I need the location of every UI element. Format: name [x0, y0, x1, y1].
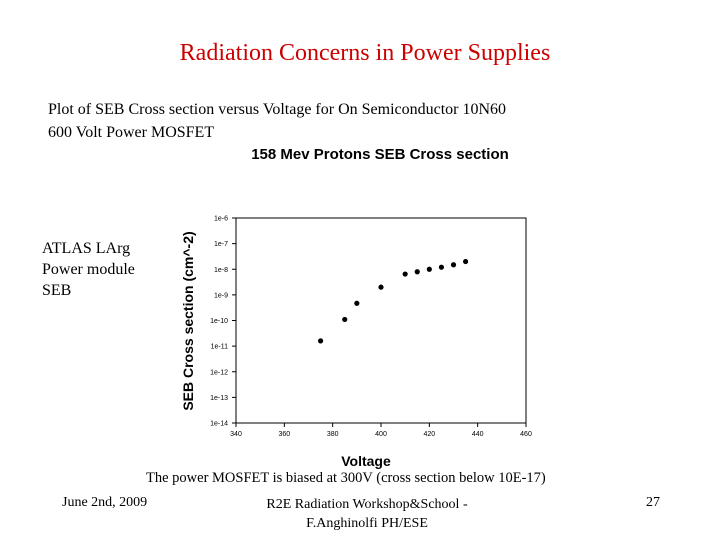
y-tick-label: 1e-9 — [214, 292, 228, 299]
y-axis: 1e-6 1e-7 1e-8 1e-9 1e-10 1e-11 1e-12 1e-13 1e-1… — [210, 216, 236, 428]
x-axis: 340 360 380 400 420 440 460 — [230, 423, 532, 438]
plot-frame — [235, 217, 527, 424]
intro-line-1: Plot of SEB Cross section versus Voltage… — [48, 101, 507, 118]
side-note-line-3: SEB — [42, 282, 72, 299]
data-point — [342, 316, 348, 323]
data-point — [402, 271, 408, 277]
y-tick-label: 1e-13 — [210, 395, 228, 402]
x-tick-label: 340 — [230, 431, 242, 438]
y-tick-label: 1e-12 — [210, 369, 228, 376]
intro-line-2: 600 Volt Power MOSFET — [48, 124, 215, 141]
y-axis-label: SEB Cross section (cm^-2) — [180, 231, 196, 410]
x-tick-label: 380 — [327, 431, 339, 438]
x-tick-label: 360 — [278, 431, 290, 438]
side-note-line-1: ATLAS LArg — [42, 240, 131, 257]
data-point — [414, 269, 420, 275]
x-axis-label: Voltage — [341, 453, 391, 469]
y-tick-label: 1e-8 — [214, 267, 228, 274]
data-point — [378, 284, 384, 290]
y-tick-label: 1e-11 — [211, 344, 228, 351]
footer-center-line-2: F.Anghinolfi PH/ESE — [306, 516, 428, 531]
slide-title: Radiation Concerns in Power Supplies — [179, 40, 551, 66]
data-point — [438, 264, 445, 270]
footer-date: June 2nd, 2009 — [62, 495, 148, 510]
caption: The power MOSFET is biased at 300V (cros… — [146, 470, 546, 486]
y-tick-label: 1e-7 — [214, 241, 228, 248]
x-tick-label: 400 — [375, 431, 387, 438]
footer-center: R2E Radiation Workshop&School - F.Anghin… — [222, 495, 512, 533]
page-number: 27 — [646, 495, 660, 510]
y-tick-label: 1e-14 — [210, 421, 228, 428]
data-points — [317, 258, 469, 344]
data-point — [426, 266, 432, 272]
chart-title: 158 Mev Protons SEB Cross section — [251, 146, 509, 163]
footer-center-line-1: R2E Radiation Workshop&School - — [266, 497, 468, 512]
x-tick-label: 420 — [423, 431, 435, 438]
data-point — [450, 262, 457, 268]
y-tick-label: 1e-10 — [210, 318, 228, 325]
y-tick-label: 1e-6 — [214, 216, 228, 223]
intro-text: Plot of SEB Cross section versus Voltage… — [48, 98, 608, 144]
data-point — [462, 258, 469, 265]
side-note: ATLAS LArg Power module SEB — [42, 238, 172, 301]
data-point — [354, 300, 360, 306]
side-note-line-2: Power module — [42, 261, 135, 278]
data-point — [317, 338, 324, 344]
x-tick-label: 460 — [520, 431, 532, 438]
x-tick-label: 440 — [472, 431, 484, 438]
